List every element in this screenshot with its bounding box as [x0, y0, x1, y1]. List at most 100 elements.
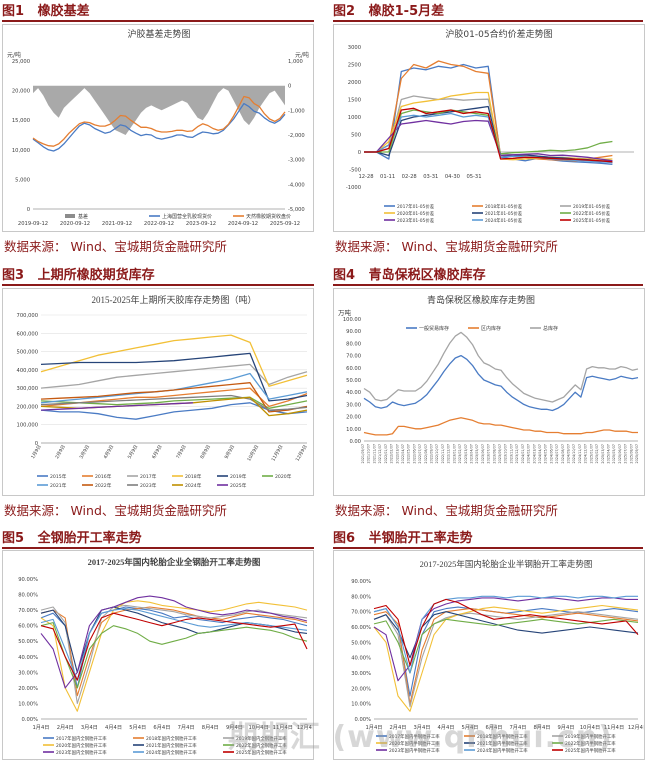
x-tick-label: 2022/05/07 — [407, 444, 411, 464]
legend-label: 2017年国内半钢胎开工率 — [389, 733, 440, 740]
series-line-7 — [40, 595, 308, 689]
legend-label: 2025年01-05价差 — [573, 217, 611, 224]
x-tick-label: 11月4日 — [604, 724, 624, 731]
legend-label: 2020年国内半钢胎开工率 — [389, 740, 440, 747]
y-tick-label: -1000 — [346, 185, 361, 191]
x-tick-label: 2025/08/07 — [629, 444, 633, 464]
figure-title-2: 图2 橡胶1-5月差 — [333, 4, 445, 19]
y-right-tick-label: -1,000 — [288, 108, 305, 114]
x-tick-label: 2023/06/07 — [481, 444, 485, 464]
y-tick-label: 90.00% — [18, 577, 38, 583]
series-line-3 — [40, 363, 308, 389]
x-tick-label: 3月9日 — [78, 444, 91, 460]
y-tick-label: 5,000 — [15, 177, 30, 183]
legend-label: 2025年国内半钢胎开工率 — [565, 747, 616, 754]
series-line-3 — [364, 95, 613, 162]
x-tick-label: 4月4日 — [438, 724, 455, 731]
y-tick-label: 90.00 — [346, 329, 361, 335]
series-line-9 — [364, 107, 613, 163]
series-line-2 — [32, 102, 286, 152]
legend-label: 2020年01-05价差 — [397, 210, 435, 217]
x-tick-label: 2024/11/07 — [578, 444, 582, 464]
x-tick-label: 2023/01/07 — [452, 444, 456, 464]
y-tick-label: 50.00 — [346, 378, 361, 384]
shfe-inventory-chart: 2015-2025年上期所天胶库存走势图（吨） 0 100,000 200,000 30… — [17, 294, 309, 489]
legend-label: 2019年国内半钢胎开工率 — [565, 733, 616, 740]
x-tick-label: 2024/03/07 — [532, 444, 536, 464]
y-tick-label: 100,000 — [17, 423, 38, 429]
x-tick-label: 10月4日 — [248, 724, 268, 731]
source-note-3: 数据来源： Wind、宝城期货金融研究所 — [4, 503, 227, 518]
x-tick-label: 5月4日 — [129, 724, 146, 731]
series-line-1 — [363, 354, 639, 412]
y-tick-label: 40.00 — [346, 390, 361, 396]
series-line-4 — [40, 600, 308, 712]
x-tick-label: 7月9日 — [175, 444, 188, 460]
x-tick-label: 8月4日 — [534, 724, 551, 731]
legend-label: 2022年国内半钢胎开工率 — [565, 740, 616, 747]
x-tick-label: 4月4日 — [105, 724, 122, 731]
series-line-6 — [40, 622, 308, 689]
legend-label: 2024年01-05价差 — [485, 217, 523, 224]
legend-label: 上海国营全乳胶现货价 — [162, 213, 212, 220]
x-tick-label: 7月4日 — [178, 724, 195, 731]
series-line-3 — [363, 331, 639, 403]
legend-label: 2017年国内全钢胎开工率 — [56, 735, 107, 742]
y-tick-label: 300,000 — [17, 386, 38, 392]
legend-label: 2023年01-05价差 — [397, 217, 435, 224]
series-line-1 — [40, 606, 308, 689]
source-note-2: 数据来源： Wind、宝城期货金融研究所 — [335, 239, 558, 254]
x-tick-label: 2020-09-12 — [60, 221, 90, 227]
series-line-6 — [373, 618, 639, 674]
figure-header-4: 图4 青岛保税区橡胶库存 — [333, 264, 643, 286]
x-tick-label: 5月9日 — [127, 444, 140, 460]
x-tick-label: 2022/01/07 — [384, 444, 388, 464]
series-line-7 — [373, 597, 638, 682]
y-tick-label: 20.00 — [346, 415, 361, 421]
chart-title: 2017-2025年国内轮胎企业半钢胎开工率走势图 — [420, 559, 593, 569]
series-line-8 — [40, 382, 308, 413]
x-tick-label: 1月4日 — [33, 724, 50, 731]
x-tick-label: 2025/01/07 — [589, 444, 593, 464]
legend-label: 2021年01-05价差 — [485, 210, 523, 217]
series-line-8 — [364, 112, 613, 164]
source-note-4: 数据来源： Wind、宝城期货金融研究所 — [335, 503, 558, 518]
legend-label: 总库存 — [543, 325, 558, 332]
series-line-8 — [40, 608, 308, 681]
x-tick-label: 2024-09-12 — [228, 221, 258, 227]
legend-label: 2023年国内半钢胎开工率 — [389, 747, 440, 754]
figure-title-6: 图6 半钢胎开工率走势 — [333, 531, 473, 546]
series-line-4 — [40, 334, 308, 387]
x-tick-label: 2019-09-12 — [18, 221, 48, 227]
series-line-9 — [40, 612, 308, 681]
y-right-tick-label: -4,000 — [288, 182, 305, 188]
x-tick-label: 4月9日 — [103, 444, 116, 460]
x-tick-label: 2025/04/07 — [607, 444, 611, 464]
y-tick-label: 15,000 — [12, 118, 30, 124]
y-tick-label: 700,000 — [17, 313, 38, 319]
series-line-2 — [373, 608, 639, 705]
x-tick-label: 2023/05/07 — [475, 444, 479, 464]
y-tick-label: 70.00 — [346, 354, 361, 360]
legend-label: 2018年国内半钢胎开工率 — [477, 733, 528, 740]
series-line-4 — [373, 604, 639, 712]
legend-label: 2019年国内全钢胎开工率 — [236, 735, 287, 742]
y-tick-label: 80.00% — [18, 593, 38, 599]
y-tick-label: 0.00% — [22, 717, 39, 723]
x-tick-label: 2023/07/07 — [487, 444, 491, 464]
y-tick-label: 0.00% — [355, 717, 372, 723]
x-tick-label: 2024/07/07 — [555, 444, 559, 464]
chart-panel-5: 2017-2025年国内轮胎企业全钢胎开工率走势图 0.00% 10.00% 20.0… — [2, 550, 314, 760]
x-tick-label: 2023/03/07 — [464, 444, 468, 464]
x-tick-label: 2025/03/07 — [601, 444, 605, 464]
x-tick-label: 2023/02/07 — [458, 444, 462, 464]
x-tick-label: 8月4日 — [202, 724, 219, 731]
legend-label: 2020年 — [275, 473, 292, 480]
y-tick-label: 30.00% — [351, 671, 371, 677]
x-tick-label: 2023/10/07 — [504, 444, 508, 464]
x-tick-label: 2022/02/07 — [390, 444, 394, 464]
y-tick-label: 2500 — [348, 63, 361, 69]
x-tick-label: 1月9日 — [30, 444, 43, 460]
y-tick-label: 20,000 — [12, 89, 30, 95]
series-line-3 — [40, 604, 308, 704]
